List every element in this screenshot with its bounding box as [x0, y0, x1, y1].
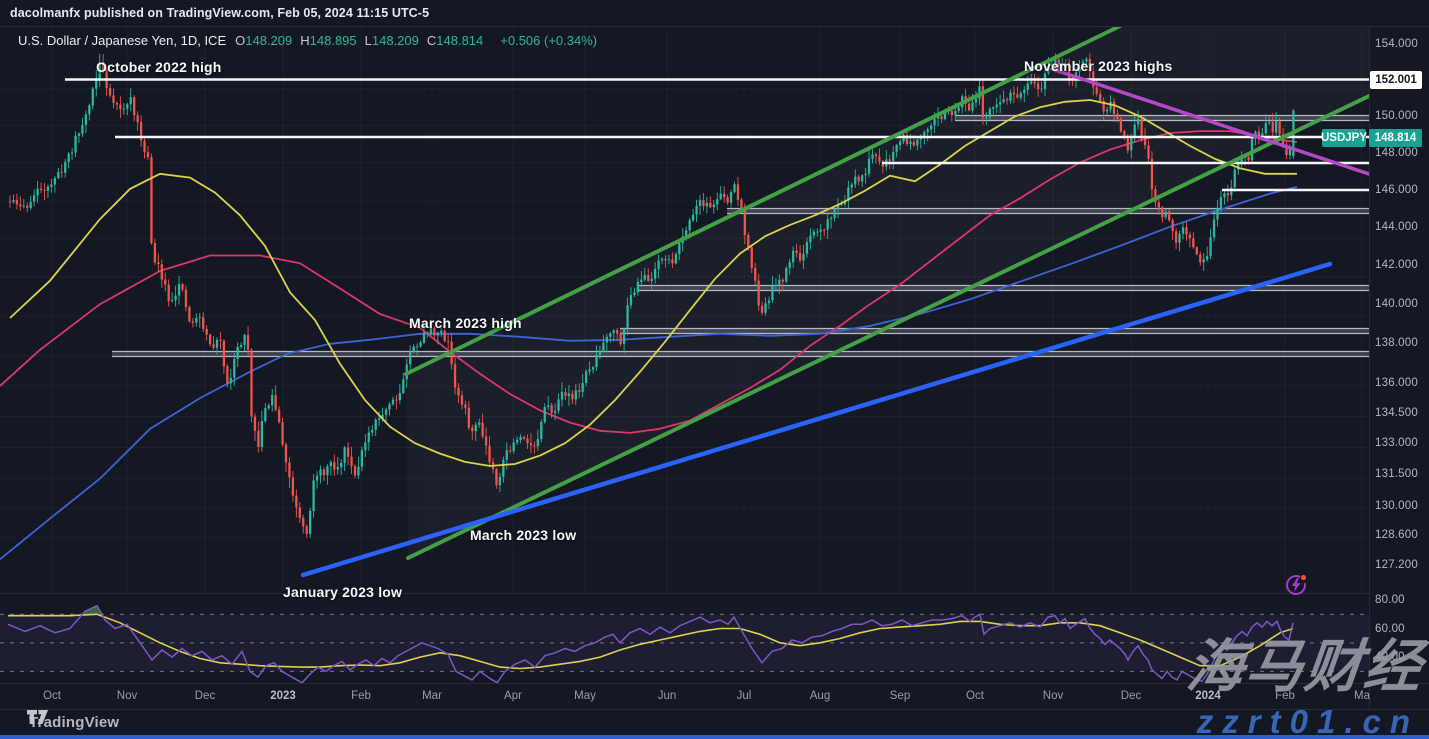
- pane-separator[interactable]: [0, 593, 1369, 594]
- price-axis-label: 134.500: [1375, 406, 1418, 419]
- time-axis-label: Feb: [1275, 690, 1295, 702]
- time-axis-label: Oct: [966, 690, 984, 702]
- price-axis-label: 146.000: [1375, 183, 1418, 196]
- symbol-title[interactable]: U.S. Dollar / Japanese Yen, 1D, ICE: [18, 33, 227, 48]
- support-blue: [300, 261, 1333, 578]
- price-axis-label: 154.000: [1375, 38, 1418, 51]
- last-price-badge: 148.814: [1369, 128, 1422, 147]
- price-axis-label: 150.000: [1375, 110, 1418, 123]
- channel-lower-green: [406, 94, 1369, 560]
- ohlc-item: C148.814: [426, 33, 484, 48]
- chart-annotation: November 2023 highs: [1024, 58, 1173, 74]
- time-axis-label: Dec: [194, 690, 216, 702]
- bottom-blue-bar: [0, 735, 1429, 739]
- time-axis-label: Jun: [657, 690, 677, 702]
- chart-annotation: January 2023 low: [283, 584, 403, 600]
- resistance-purple: [1050, 67, 1369, 176]
- rsi-pane[interactable]: [0, 593, 1369, 683]
- time-axis-label: Apr: [504, 690, 522, 702]
- footer-bar: TradingView: [0, 710, 1429, 735]
- time-axis-label: Nov: [116, 690, 138, 702]
- price-axis-label: 133.000: [1375, 437, 1418, 450]
- chart-annotation: October 2022 high: [96, 59, 222, 75]
- time-axis-label: May: [574, 690, 596, 702]
- main-price-pane[interactable]: [0, 27, 1369, 593]
- watermark-site-name: 海马财经: [1183, 635, 1427, 699]
- chart-annotation: March 2023 low: [470, 527, 577, 543]
- time-axis-label: Oct: [43, 690, 61, 702]
- tradingview-brand-text[interactable]: TradingView: [29, 714, 120, 731]
- symbol-legend[interactable]: U.S. Dollar / Japanese Yen, 1D, ICE O148…: [18, 33, 597, 48]
- time-axis-label: 2024: [1195, 690, 1221, 702]
- ohlc-item: O148.209: [235, 33, 293, 48]
- time-axis-label: 2023: [270, 690, 296, 702]
- watermark-site-url: zzrt01.cn: [1196, 703, 1419, 739]
- price-axis-label: 140.000: [1375, 297, 1418, 310]
- tradingview-logo-icon[interactable]: [27, 710, 49, 725]
- rsi-axis-label: 40.00: [1375, 651, 1405, 664]
- ohlc-values: O148.209 H148.895 L148.209 C148.814: [235, 33, 491, 48]
- price-axis-label: 130.000: [1375, 499, 1418, 512]
- price-axis-label: 136.000: [1375, 376, 1418, 389]
- ohlc-item: L148.209: [364, 33, 419, 48]
- time-axis-label: Nov: [1042, 690, 1064, 702]
- price-axis-label: 128.600: [1375, 529, 1418, 542]
- price-axis-label: 131.500: [1375, 468, 1418, 481]
- price-axis-label: 142.000: [1375, 259, 1418, 272]
- price-axis-border: [1369, 27, 1370, 710]
- symbol-badge: USDJPY: [1321, 128, 1367, 147]
- publish-info-text: dacolmanfx published on TradingView.com,…: [10, 6, 430, 20]
- publish-topbar: dacolmanfx published on TradingView.com,…: [0, 0, 1429, 27]
- time-axis-label: Feb: [351, 690, 371, 702]
- time-axis[interactable]: Oct Nov Dec 2023 Feb Mar Apr May Jun Jul Aug Sep Oct…: [0, 683, 1429, 710]
- time-axis-label: Mar: [422, 690, 442, 702]
- price-axis-label: 127.200: [1375, 558, 1418, 571]
- chart-root[interactable]: U.S. Dollar / Japanese Yen, 1D, ICE O148…: [0, 27, 1429, 738]
- price-axis-label: 138.000: [1375, 337, 1418, 349]
- time-axis-label: Sep: [889, 690, 911, 702]
- time-axis-label: Dec: [1120, 690, 1142, 702]
- chart-annotation: March 2023 high: [409, 315, 522, 331]
- rsi-axis-label: 80.00: [1375, 594, 1405, 606]
- lightning-refresh-glyph: [1286, 574, 1307, 595]
- level-price-badge: 152.001: [1370, 70, 1422, 89]
- time-axis-label: Ma: [1354, 690, 1370, 702]
- time-axis-label: Aug: [809, 690, 831, 702]
- lightning-refresh-icon[interactable]: [1283, 571, 1310, 598]
- change-value: +0.506 (+0.34%): [500, 33, 598, 48]
- price-axis-label: 144.000: [1375, 221, 1418, 234]
- rsi-axis-label: 60.00: [1375, 622, 1405, 635]
- price-axis-label: 148.000: [1375, 146, 1418, 159]
- channel-upper-green: [404, 27, 1122, 376]
- price-axis[interactable]: 154.000 150.000 148.000 146.000 144.000 142.0…: [1369, 27, 1429, 683]
- time-axis-label: Jul: [736, 690, 752, 702]
- ohlc-item: H148.895: [300, 33, 357, 48]
